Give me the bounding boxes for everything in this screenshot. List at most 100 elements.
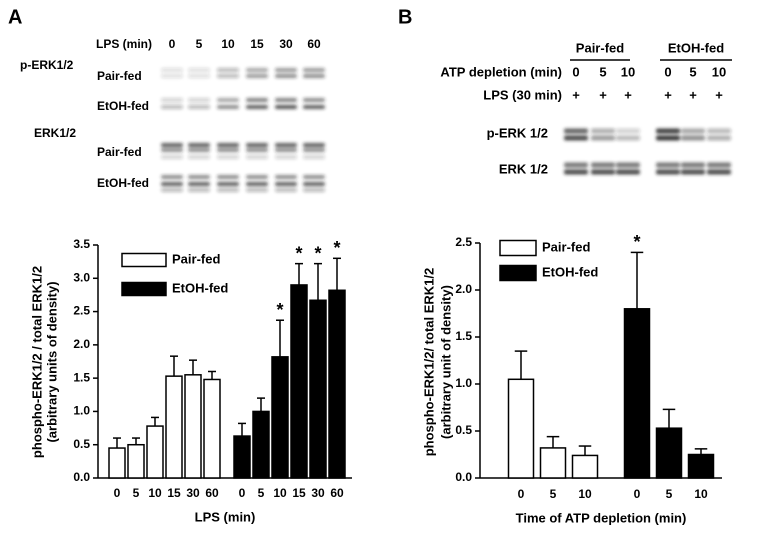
y-tick-label: 0.0 bbox=[455, 470, 472, 484]
y-tick-label: 0.5 bbox=[455, 423, 472, 437]
blot-band bbox=[161, 98, 183, 102]
blot-band bbox=[217, 105, 239, 109]
bar bbox=[571, 454, 599, 479]
x-tick-label: 0 bbox=[634, 487, 641, 501]
blot-band bbox=[161, 182, 183, 186]
x-tick-label: 60 bbox=[205, 486, 219, 500]
blot-band bbox=[707, 162, 731, 168]
lane-label: 5 bbox=[689, 64, 696, 79]
bar bbox=[165, 375, 183, 479]
blot-band bbox=[303, 143, 325, 147]
error-bar bbox=[333, 257, 341, 291]
bar bbox=[687, 453, 715, 479]
significance-marker: * bbox=[333, 238, 340, 258]
blot-band bbox=[275, 188, 297, 192]
blot-band bbox=[303, 148, 325, 152]
blot-band bbox=[246, 188, 268, 192]
significance-marker: * bbox=[295, 243, 302, 263]
bar bbox=[252, 410, 270, 479]
x-tick-label: 30 bbox=[311, 486, 325, 500]
section-label: p-ERK1/2 bbox=[20, 58, 74, 72]
error-bar bbox=[113, 437, 121, 449]
legend-swatch bbox=[121, 281, 167, 297]
blot-band bbox=[161, 175, 183, 179]
row-label: Pair-fed bbox=[97, 69, 142, 83]
x-tick-label: 0 bbox=[114, 486, 121, 500]
error-bar bbox=[578, 445, 592, 456]
bar bbox=[507, 378, 535, 479]
row-label: EtOH-fed bbox=[97, 176, 149, 190]
bar bbox=[309, 299, 327, 479]
lane-label: 0 bbox=[572, 64, 579, 79]
bar bbox=[290, 284, 308, 479]
blot-band bbox=[303, 74, 325, 78]
blot-band bbox=[303, 155, 325, 159]
blot-band bbox=[217, 98, 239, 102]
y-tick-label: 0.0 bbox=[73, 470, 90, 484]
blot-band bbox=[188, 175, 210, 179]
blot-band bbox=[246, 74, 268, 78]
blot-band bbox=[591, 135, 615, 141]
blot-band bbox=[188, 155, 210, 159]
y-tick-label: 1.5 bbox=[73, 370, 90, 384]
x-tick-label: 10 bbox=[273, 486, 287, 500]
blot-band bbox=[303, 98, 325, 102]
blot-band bbox=[246, 98, 268, 102]
y-tick-label: 3.5 bbox=[73, 237, 90, 251]
group-label: Pair-fed bbox=[576, 40, 624, 55]
y-tick-label: 1.5 bbox=[455, 329, 472, 343]
blot-band bbox=[681, 128, 705, 134]
treatment-mark: + bbox=[715, 87, 723, 102]
blot-band bbox=[275, 105, 297, 109]
lane-label: 5 bbox=[196, 37, 203, 51]
x-tick-label: 10 bbox=[694, 487, 708, 501]
blot-band bbox=[161, 68, 183, 72]
blot-bands bbox=[161, 68, 731, 192]
blot-band bbox=[188, 68, 210, 72]
blot-band bbox=[246, 182, 268, 186]
blot-band bbox=[656, 162, 680, 168]
error-bar bbox=[694, 448, 708, 455]
blot-band bbox=[161, 105, 183, 109]
blot-band bbox=[188, 182, 210, 186]
panel-label: A bbox=[8, 6, 22, 28]
row-label: EtOH-fed bbox=[97, 99, 149, 113]
blot-band bbox=[161, 143, 183, 147]
blot-band bbox=[275, 182, 297, 186]
blot-band bbox=[564, 128, 588, 134]
blot-band bbox=[188, 143, 210, 147]
blot-band bbox=[591, 128, 615, 134]
lane-label: 5 bbox=[599, 64, 606, 79]
blot-band bbox=[246, 105, 268, 109]
bar bbox=[623, 308, 651, 479]
legend-swatch bbox=[499, 264, 537, 282]
error-bar bbox=[189, 359, 197, 375]
group-label: EtOH-fed bbox=[668, 40, 724, 55]
lane-label: 10 bbox=[621, 64, 635, 79]
error-bar bbox=[151, 416, 159, 427]
error-bar bbox=[546, 435, 560, 448]
y-tick-label: 2.0 bbox=[73, 337, 90, 351]
blot-band bbox=[217, 182, 239, 186]
blot-band bbox=[591, 169, 615, 175]
blot-band bbox=[188, 148, 210, 152]
error-bar bbox=[170, 355, 178, 377]
y-axis-label: (arbitrary unit of density) bbox=[438, 285, 453, 439]
blot-band bbox=[707, 169, 731, 175]
blot-band bbox=[275, 175, 297, 179]
blot-band bbox=[246, 148, 268, 152]
blot-band bbox=[616, 169, 640, 175]
row-label: p-ERK 1/2 bbox=[487, 125, 548, 140]
bar bbox=[271, 356, 289, 479]
x-tick-label: 0 bbox=[239, 486, 246, 500]
section-label: ERK1/2 bbox=[34, 126, 76, 140]
blot-band bbox=[275, 155, 297, 159]
y-tick-label: 0.5 bbox=[73, 437, 90, 451]
lane-header: ATP depletion (min) bbox=[440, 64, 562, 79]
blot-band bbox=[681, 135, 705, 141]
blot-band bbox=[616, 135, 640, 141]
y-tick-label: 2.5 bbox=[73, 304, 90, 318]
x-tick-label: 15 bbox=[167, 486, 181, 500]
treatment-header: LPS (30 min) bbox=[483, 87, 562, 102]
blot-band bbox=[707, 135, 731, 141]
